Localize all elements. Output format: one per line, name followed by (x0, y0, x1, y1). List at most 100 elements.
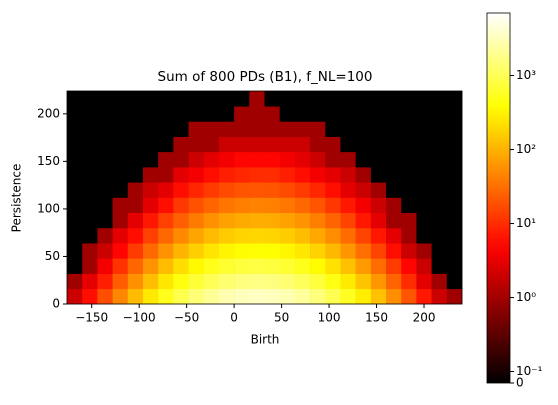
heatmap-cell (401, 243, 417, 259)
heatmap-cell (249, 106, 265, 122)
y-tick-label: 0 (52, 297, 60, 311)
heatmap-cell (294, 243, 311, 259)
heatmap-cell (446, 151, 463, 168)
heatmap-cell (446, 288, 463, 305)
heatmap-cell (416, 273, 432, 290)
heatmap-cell (127, 106, 144, 122)
heatmap-cell (279, 91, 296, 107)
heatmap-cell (370, 197, 387, 214)
heatmap-cell (279, 288, 296, 305)
heatmap-cell (82, 151, 98, 168)
heatmap-cell (264, 151, 280, 168)
heatmap-cell (97, 136, 113, 153)
heatmap-cell (386, 136, 402, 153)
heatmap-cell (279, 273, 296, 290)
heatmap-cell (264, 167, 280, 183)
heatmap-cell (203, 197, 220, 214)
heatmap-cell (370, 182, 387, 198)
heatmap-cell (279, 243, 296, 259)
heatmap-cell (173, 227, 189, 244)
heatmap-cell (127, 197, 144, 214)
heatmap-cell (188, 151, 205, 168)
heatmap-cell (234, 151, 250, 168)
heatmap-cell (431, 273, 448, 290)
heatmap-cell (127, 121, 144, 137)
heatmap-cell (310, 212, 326, 229)
heatmap-cell (203, 273, 220, 290)
x-tick-label: 100 (318, 311, 341, 325)
x-tick-label: 0 (230, 311, 238, 325)
x-tick-label: 200 (413, 311, 436, 325)
heatmap-cell (203, 227, 220, 244)
heatmap-cell (416, 227, 432, 244)
heatmap-cell (325, 91, 341, 107)
heatmap-cell (416, 182, 432, 198)
heatmap-cell (355, 258, 372, 274)
heatmap-cell (82, 227, 98, 244)
heatmap-cell (158, 258, 174, 274)
heatmap-cell (127, 136, 144, 153)
heatmap-cell (355, 243, 372, 259)
heatmap-cell (234, 197, 250, 214)
heatmap-cell (127, 151, 144, 168)
heatmap-cell (142, 227, 159, 244)
heatmap-cell (218, 288, 235, 305)
heatmap-cell (355, 91, 372, 107)
heatmap-cell (264, 197, 280, 214)
heatmap-cell (279, 151, 296, 168)
heatmap-cell (340, 182, 356, 198)
heatmap-cell (264, 288, 280, 305)
heatmap-cell (310, 91, 326, 107)
heatmap-cell (112, 121, 129, 137)
heatmap-cell (203, 151, 220, 168)
heatmap-cell (264, 212, 280, 229)
heatmap-cell (97, 106, 113, 122)
colorbar-tick-label: 10² (516, 142, 536, 156)
heatmap-cell (249, 258, 265, 274)
heatmap-cell (203, 258, 220, 274)
heatmap-cell (294, 273, 311, 290)
heatmap-cell (325, 258, 341, 274)
heatmap-cell (294, 212, 311, 229)
heatmap-cell (142, 273, 159, 290)
heatmap-cell (249, 197, 265, 214)
heatmap-cell (401, 136, 417, 153)
heatmap-cell (431, 212, 448, 229)
heatmap-cell (446, 167, 463, 183)
heatmap-cell (431, 136, 448, 153)
heatmap-cell (386, 243, 402, 259)
heatmap-cell (446, 121, 463, 137)
heatmap-cell (264, 106, 280, 122)
y-tick-label: 150 (37, 154, 60, 168)
heatmap-cell (173, 182, 189, 198)
heatmap-cell (218, 273, 235, 290)
heatmap-cell (264, 258, 280, 274)
heatmap-cell (264, 227, 280, 244)
heatmap-cell (158, 106, 174, 122)
heatmap-cell (142, 91, 159, 107)
heatmap-cell (386, 288, 402, 305)
heatmap-cell (142, 243, 159, 259)
heatmap-cell (67, 258, 83, 274)
heatmap-cell (355, 227, 372, 244)
heatmap-cell (401, 151, 417, 168)
heatmap-cell (173, 212, 189, 229)
heatmap-cell (112, 197, 129, 214)
heatmap-cell (82, 182, 98, 198)
x-axis-label: Birth (251, 333, 280, 347)
heatmap-cell (401, 106, 417, 122)
heatmap-cell (279, 121, 296, 137)
colorbar (486, 12, 511, 384)
heatmap-cell (325, 212, 341, 229)
heatmap-cell (82, 121, 98, 137)
x-tick-label: 50 (274, 311, 289, 325)
heatmap-cell (310, 243, 326, 259)
heatmap-cell (127, 288, 144, 305)
heatmap-cell (294, 121, 311, 137)
y-tick-label: 100 (37, 201, 60, 215)
heatmap-cell (386, 121, 402, 137)
heatmap-cell (97, 151, 113, 168)
heatmap-cell (340, 288, 356, 305)
